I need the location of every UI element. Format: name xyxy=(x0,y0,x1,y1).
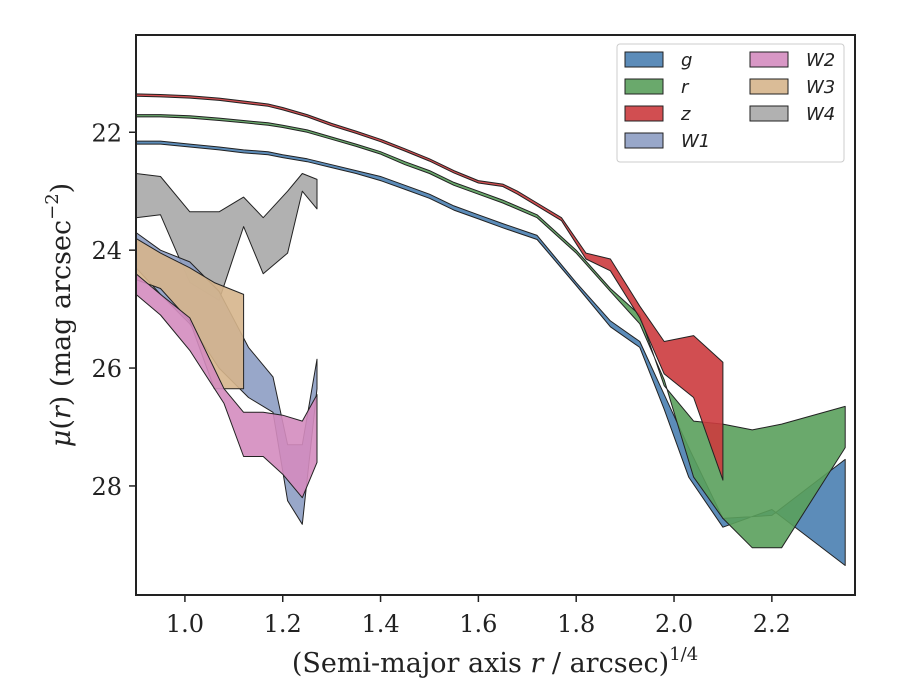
x-tick-label: 2.0 xyxy=(655,610,693,638)
y-tick-label: 22 xyxy=(91,119,122,147)
legend-swatch-g xyxy=(624,51,664,68)
legend-swatch-W1 xyxy=(624,132,664,149)
band-W2 xyxy=(135,273,318,499)
legend-label-W4: W4 xyxy=(806,104,835,125)
series-bands xyxy=(135,93,846,566)
x-tick-label: 1.4 xyxy=(361,610,399,638)
y-tick-label: 28 xyxy=(91,473,122,501)
legend-label-W3: W3 xyxy=(806,77,835,98)
legend-label-z: z xyxy=(680,104,691,125)
legend-label-W1: W1 xyxy=(681,131,710,152)
y-tick-label: 24 xyxy=(91,237,122,265)
band-W3 xyxy=(135,237,245,390)
band-g xyxy=(135,140,846,566)
band-z xyxy=(135,93,724,481)
legend-swatch-W2 xyxy=(749,51,789,68)
x-axis-label: (Semi-major axis r / arcsec)1/4 xyxy=(292,644,698,679)
y-tick-label: 26 xyxy=(91,355,122,383)
legend-label-g: g xyxy=(681,50,692,71)
legend-label-W2: W2 xyxy=(806,50,835,71)
y-axis-label: μ(r) (mag arcsec−2) xyxy=(42,183,77,447)
legend-swatch-z xyxy=(624,105,664,122)
legend-box xyxy=(616,43,845,163)
legend: grz W1 W2 W3 W4 xyxy=(616,43,845,163)
x-tick-label: 1.6 xyxy=(459,610,497,638)
band-r xyxy=(135,114,846,549)
plot-frame xyxy=(135,34,856,596)
x-tick-label: 1.8 xyxy=(557,610,595,638)
legend-label-r: r xyxy=(681,77,690,98)
x-tick-label: 2.2 xyxy=(753,610,791,638)
legend-swatch-W3 xyxy=(749,78,789,95)
legend-swatch-W4 xyxy=(749,105,789,122)
legend-swatch-r xyxy=(624,78,664,95)
y-axis-ticks: 22 24 26 28 xyxy=(91,119,136,501)
x-tick-label: 1.2 xyxy=(264,610,302,638)
x-tick-label: 1.0 xyxy=(166,610,204,638)
x-axis-ticks: 1.0 1.2 1.4 1.6 1.8 2.0 2.2 xyxy=(166,595,791,638)
